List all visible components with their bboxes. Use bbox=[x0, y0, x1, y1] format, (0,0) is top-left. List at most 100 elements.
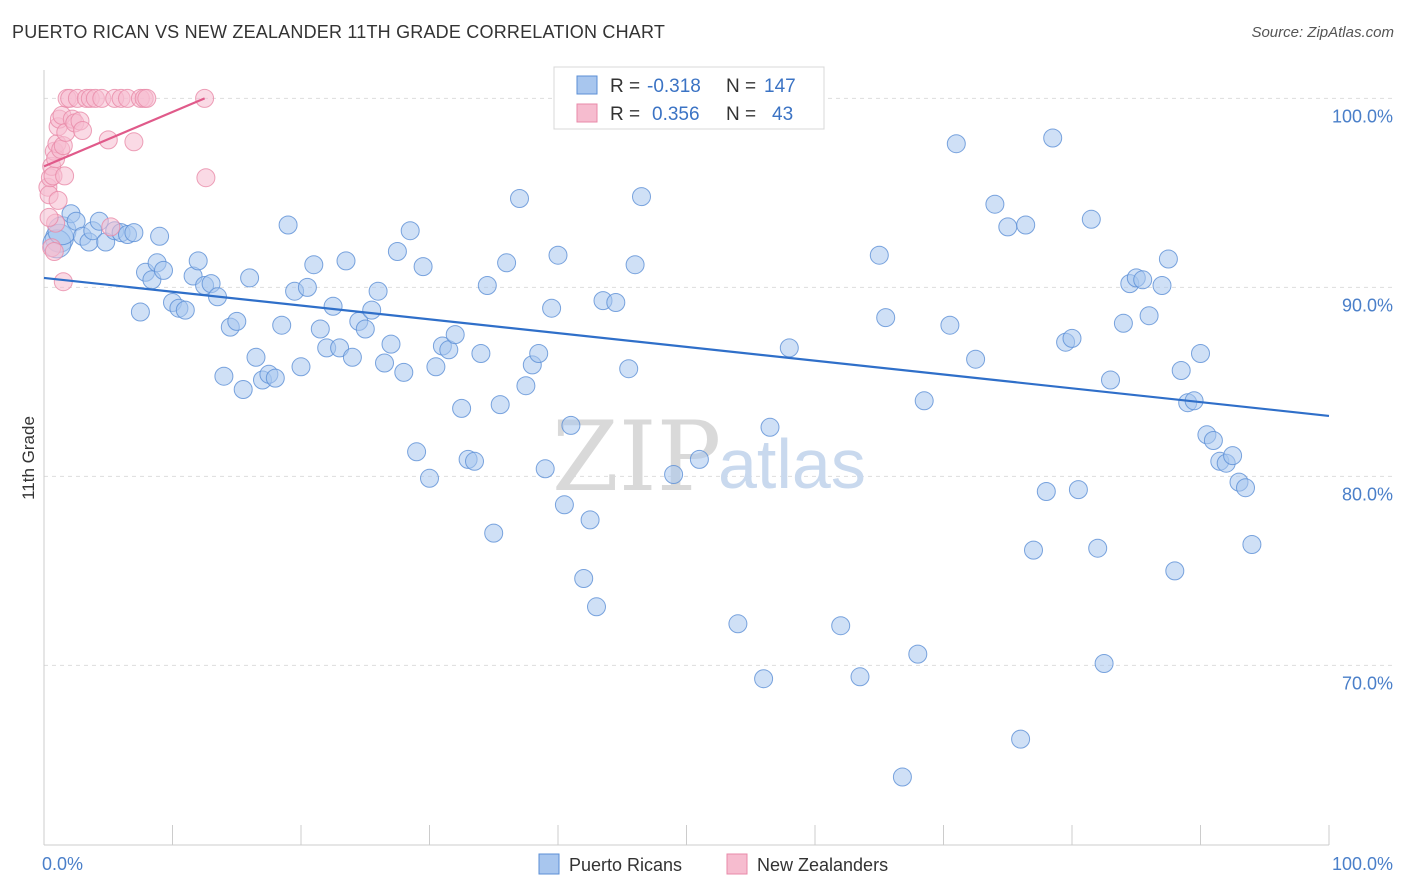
point-puerto-rican-100 bbox=[908, 644, 928, 664]
point-puerto-rican-15 bbox=[130, 302, 150, 322]
point-puerto-rican-48 bbox=[342, 347, 362, 367]
point-puerto-rican-123 bbox=[1158, 249, 1178, 269]
point-puerto-rican-58 bbox=[407, 442, 427, 462]
point-puerto-rican-95 bbox=[779, 338, 799, 358]
point-puerto-rican-65 bbox=[452, 398, 472, 418]
point-puerto-rican-136 bbox=[1242, 535, 1262, 554]
point-puerto-rican-53 bbox=[375, 353, 394, 373]
stats-n-label-pink: N = bbox=[726, 104, 756, 125]
point-puerto-rican-56 bbox=[394, 362, 414, 382]
point-puerto-rican-109 bbox=[1043, 128, 1063, 148]
point-puerto-rican-99 bbox=[876, 308, 896, 328]
stats-r-label-blue: R = bbox=[610, 76, 640, 97]
point-puerto-rican-14 bbox=[150, 226, 170, 246]
point-puerto-rican-46 bbox=[330, 338, 350, 358]
point-puerto-rican-32 bbox=[240, 268, 260, 288]
point-puerto-rican-50 bbox=[355, 319, 375, 339]
point-puerto-rican-116 bbox=[1101, 370, 1120, 390]
point-puerto-rican-102 bbox=[940, 315, 960, 335]
point-puerto-rican-139 bbox=[892, 767, 912, 787]
point-puerto-rican-57 bbox=[400, 221, 420, 241]
point-puerto-rican-70 bbox=[484, 523, 504, 543]
point-puerto-rican-38 bbox=[278, 215, 298, 235]
point-puerto-rican-24 bbox=[188, 251, 208, 271]
point-puerto-rican-51 bbox=[362, 300, 382, 320]
stats-box-frame bbox=[553, 66, 825, 130]
point-puerto-rican-86 bbox=[606, 293, 626, 312]
point-puerto-rican-97 bbox=[850, 667, 870, 687]
point-puerto-rican-90 bbox=[664, 465, 684, 484]
watermark: ZIP atlas bbox=[552, 401, 866, 513]
point-puerto-rican-59 bbox=[413, 257, 433, 277]
point-puerto-rican-37 bbox=[272, 315, 292, 335]
legend-swatch-new-zealanders bbox=[726, 853, 748, 875]
point-puerto-rican-138 bbox=[946, 134, 966, 154]
y-tick-label-2: 90.0% bbox=[1342, 295, 1393, 315]
stats-r-value-pink: 0.356 bbox=[652, 104, 700, 125]
stats-r-label-pink: R = bbox=[610, 104, 640, 125]
legend-label-new-zealanders: New Zealanders bbox=[757, 855, 888, 875]
point-puerto-rican-107 bbox=[1024, 540, 1043, 560]
point-puerto-rican-101 bbox=[914, 391, 934, 411]
point-puerto-rican-60 bbox=[420, 468, 439, 488]
point-puerto-rican-30 bbox=[227, 311, 247, 331]
point-puerto-rican-121 bbox=[1139, 306, 1159, 326]
point-puerto-rican-72 bbox=[497, 253, 517, 273]
trend-line-puerto-ricans bbox=[43, 276, 1330, 418]
point-puerto-rican-54 bbox=[381, 334, 401, 354]
chart-source: Source: ZipAtlas.com bbox=[1251, 24, 1394, 41]
point-puerto-rican-112 bbox=[1068, 480, 1088, 500]
point-puerto-rican-106 bbox=[1011, 729, 1031, 749]
point-puerto-rican-124 bbox=[1165, 561, 1185, 581]
point-puerto-rican-80 bbox=[554, 495, 574, 515]
point-puerto-rican-19 bbox=[154, 260, 173, 280]
point-puerto-rican-68 bbox=[471, 344, 491, 363]
point-puerto-rican-47 bbox=[336, 251, 356, 271]
point-puerto-rican-91 bbox=[689, 449, 709, 469]
point-puerto-rican-115 bbox=[1094, 654, 1114, 673]
legend-label-puerto-ricans: Puerto Ricans bbox=[569, 855, 682, 875]
point-puerto-rican-125 bbox=[1171, 361, 1191, 380]
point-puerto-rican-52 bbox=[368, 281, 388, 301]
point-puerto-rican-92 bbox=[728, 614, 748, 634]
y-axis-title: 11th Grade bbox=[19, 416, 38, 500]
point-puerto-rican-108 bbox=[1036, 482, 1056, 501]
point-new-zealander-40 bbox=[39, 207, 59, 227]
point-puerto-rican-41 bbox=[297, 277, 317, 297]
point-puerto-rican-61 bbox=[426, 357, 446, 377]
point-puerto-rican-89 bbox=[632, 187, 651, 207]
stats-n-value-blue: 147 bbox=[764, 76, 796, 97]
trend-line-new-zealanders bbox=[43, 97, 206, 168]
point-puerto-rican-42 bbox=[304, 255, 324, 275]
y-tick-labels: 70.0% 80.0% 90.0% 100.0% bbox=[1332, 106, 1393, 693]
point-puerto-rican-96 bbox=[831, 616, 851, 636]
point-puerto-rican-111 bbox=[1062, 328, 1082, 348]
point-new-zealander-35 bbox=[196, 168, 216, 188]
point-puerto-rican-74 bbox=[516, 376, 536, 396]
y-tick-label-1: 80.0% bbox=[1342, 484, 1393, 504]
point-puerto-rican-71 bbox=[490, 395, 510, 415]
stats-n-value-pink: 43 bbox=[772, 104, 793, 125]
point-puerto-rican-103 bbox=[966, 349, 986, 369]
point-puerto-rican-40 bbox=[291, 357, 311, 377]
y-tick-label-0: 70.0% bbox=[1342, 673, 1393, 693]
x-tick-label-1: 100.0% bbox=[1332, 854, 1393, 874]
point-puerto-rican-69 bbox=[477, 276, 497, 295]
point-puerto-rican-137 bbox=[1016, 215, 1036, 235]
stats-n-label-blue: N = bbox=[726, 76, 756, 97]
point-puerto-rican-88 bbox=[625, 255, 645, 275]
point-new-zealander-21 bbox=[73, 121, 92, 140]
point-puerto-rican-84 bbox=[587, 597, 606, 617]
point-puerto-rican-98 bbox=[869, 245, 889, 265]
point-new-zealander-13 bbox=[55, 166, 75, 186]
x-tick-label-0: 0.0% bbox=[42, 854, 83, 874]
point-puerto-rican-105 bbox=[998, 217, 1018, 237]
point-puerto-rican-36 bbox=[265, 368, 285, 388]
point-puerto-rican-104 bbox=[985, 194, 1005, 214]
stats-r-value-blue: -0.318 bbox=[647, 76, 701, 97]
point-puerto-rican-122 bbox=[1152, 276, 1172, 295]
x-tick-labels: 0.0% 100.0% bbox=[42, 854, 1393, 874]
point-puerto-rican-120 bbox=[1133, 270, 1153, 290]
point-new-zealander-38 bbox=[44, 242, 64, 261]
